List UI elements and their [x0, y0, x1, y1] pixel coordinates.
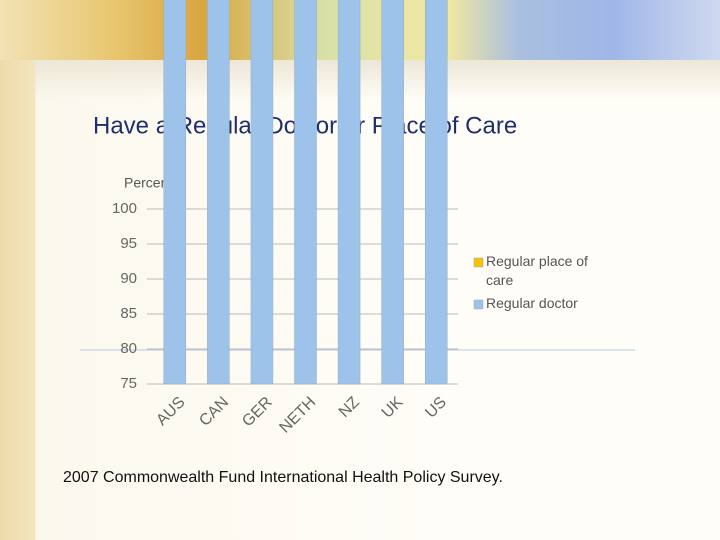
footnote: 2007 Commonwealth Fund International Hea…	[63, 469, 503, 486]
y-tick-label: 85	[120, 305, 137, 322]
x-tick-label: AUS	[153, 394, 188, 429]
y-tick-label: 80	[120, 340, 137, 357]
legend-label: Regular place of care	[486, 253, 588, 288]
y-tick-label: 75	[120, 375, 137, 392]
bar-segment	[163, 0, 187, 385]
y-tick-label: 95	[120, 235, 137, 252]
x-tick-label: CAN	[196, 394, 232, 430]
x-tick-label: NZ	[336, 394, 363, 421]
x-tick-label: NETH	[276, 394, 319, 437]
y-axis-label: Percent	[124, 175, 172, 191]
y-tick-label: 100	[112, 200, 137, 217]
bar-segment	[424, 0, 448, 385]
bar-segment	[207, 0, 230, 385]
bar-segment	[337, 0, 361, 385]
bar-segment	[381, 0, 404, 385]
x-tick-label: US	[422, 394, 450, 422]
bar-segment	[250, 0, 274, 385]
legend-label: Regular doctor	[486, 295, 578, 311]
bar-segment	[294, 0, 317, 385]
x-tick-label: UK	[379, 394, 407, 422]
legend-swatch	[473, 257, 484, 268]
legend-swatch	[473, 299, 484, 310]
banner-shadow	[35, 60, 720, 100]
x-tick-label: GER	[239, 394, 276, 431]
y-tick-label: 90	[120, 270, 137, 287]
